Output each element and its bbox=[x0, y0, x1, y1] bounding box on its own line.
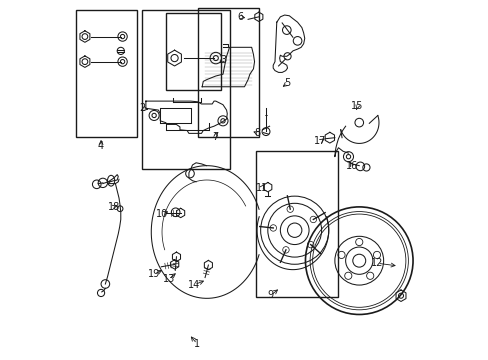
Text: 19: 19 bbox=[148, 269, 160, 279]
Text: 5: 5 bbox=[284, 78, 290, 88]
Text: 12: 12 bbox=[370, 258, 383, 268]
Text: 11: 11 bbox=[255, 183, 267, 193]
Bar bbox=[142, 10, 230, 169]
Bar bbox=[165, 13, 221, 90]
Bar bbox=[255, 151, 337, 297]
Bar bbox=[76, 10, 137, 137]
Text: 8: 8 bbox=[254, 129, 260, 138]
Text: 1: 1 bbox=[194, 339, 200, 349]
Bar bbox=[198, 8, 258, 137]
Text: 17: 17 bbox=[314, 136, 326, 146]
Text: 6: 6 bbox=[237, 12, 244, 22]
Text: 13: 13 bbox=[163, 274, 175, 284]
Text: 9: 9 bbox=[267, 291, 273, 301]
Text: 3: 3 bbox=[220, 55, 225, 65]
Text: 10: 10 bbox=[156, 209, 168, 219]
Text: 16: 16 bbox=[345, 161, 358, 171]
Text: 7: 7 bbox=[212, 132, 219, 142]
Text: 18: 18 bbox=[107, 202, 120, 212]
Text: 2: 2 bbox=[139, 103, 145, 113]
Text: 4: 4 bbox=[98, 141, 104, 151]
Text: 14: 14 bbox=[188, 280, 200, 290]
Text: 15: 15 bbox=[350, 102, 363, 112]
